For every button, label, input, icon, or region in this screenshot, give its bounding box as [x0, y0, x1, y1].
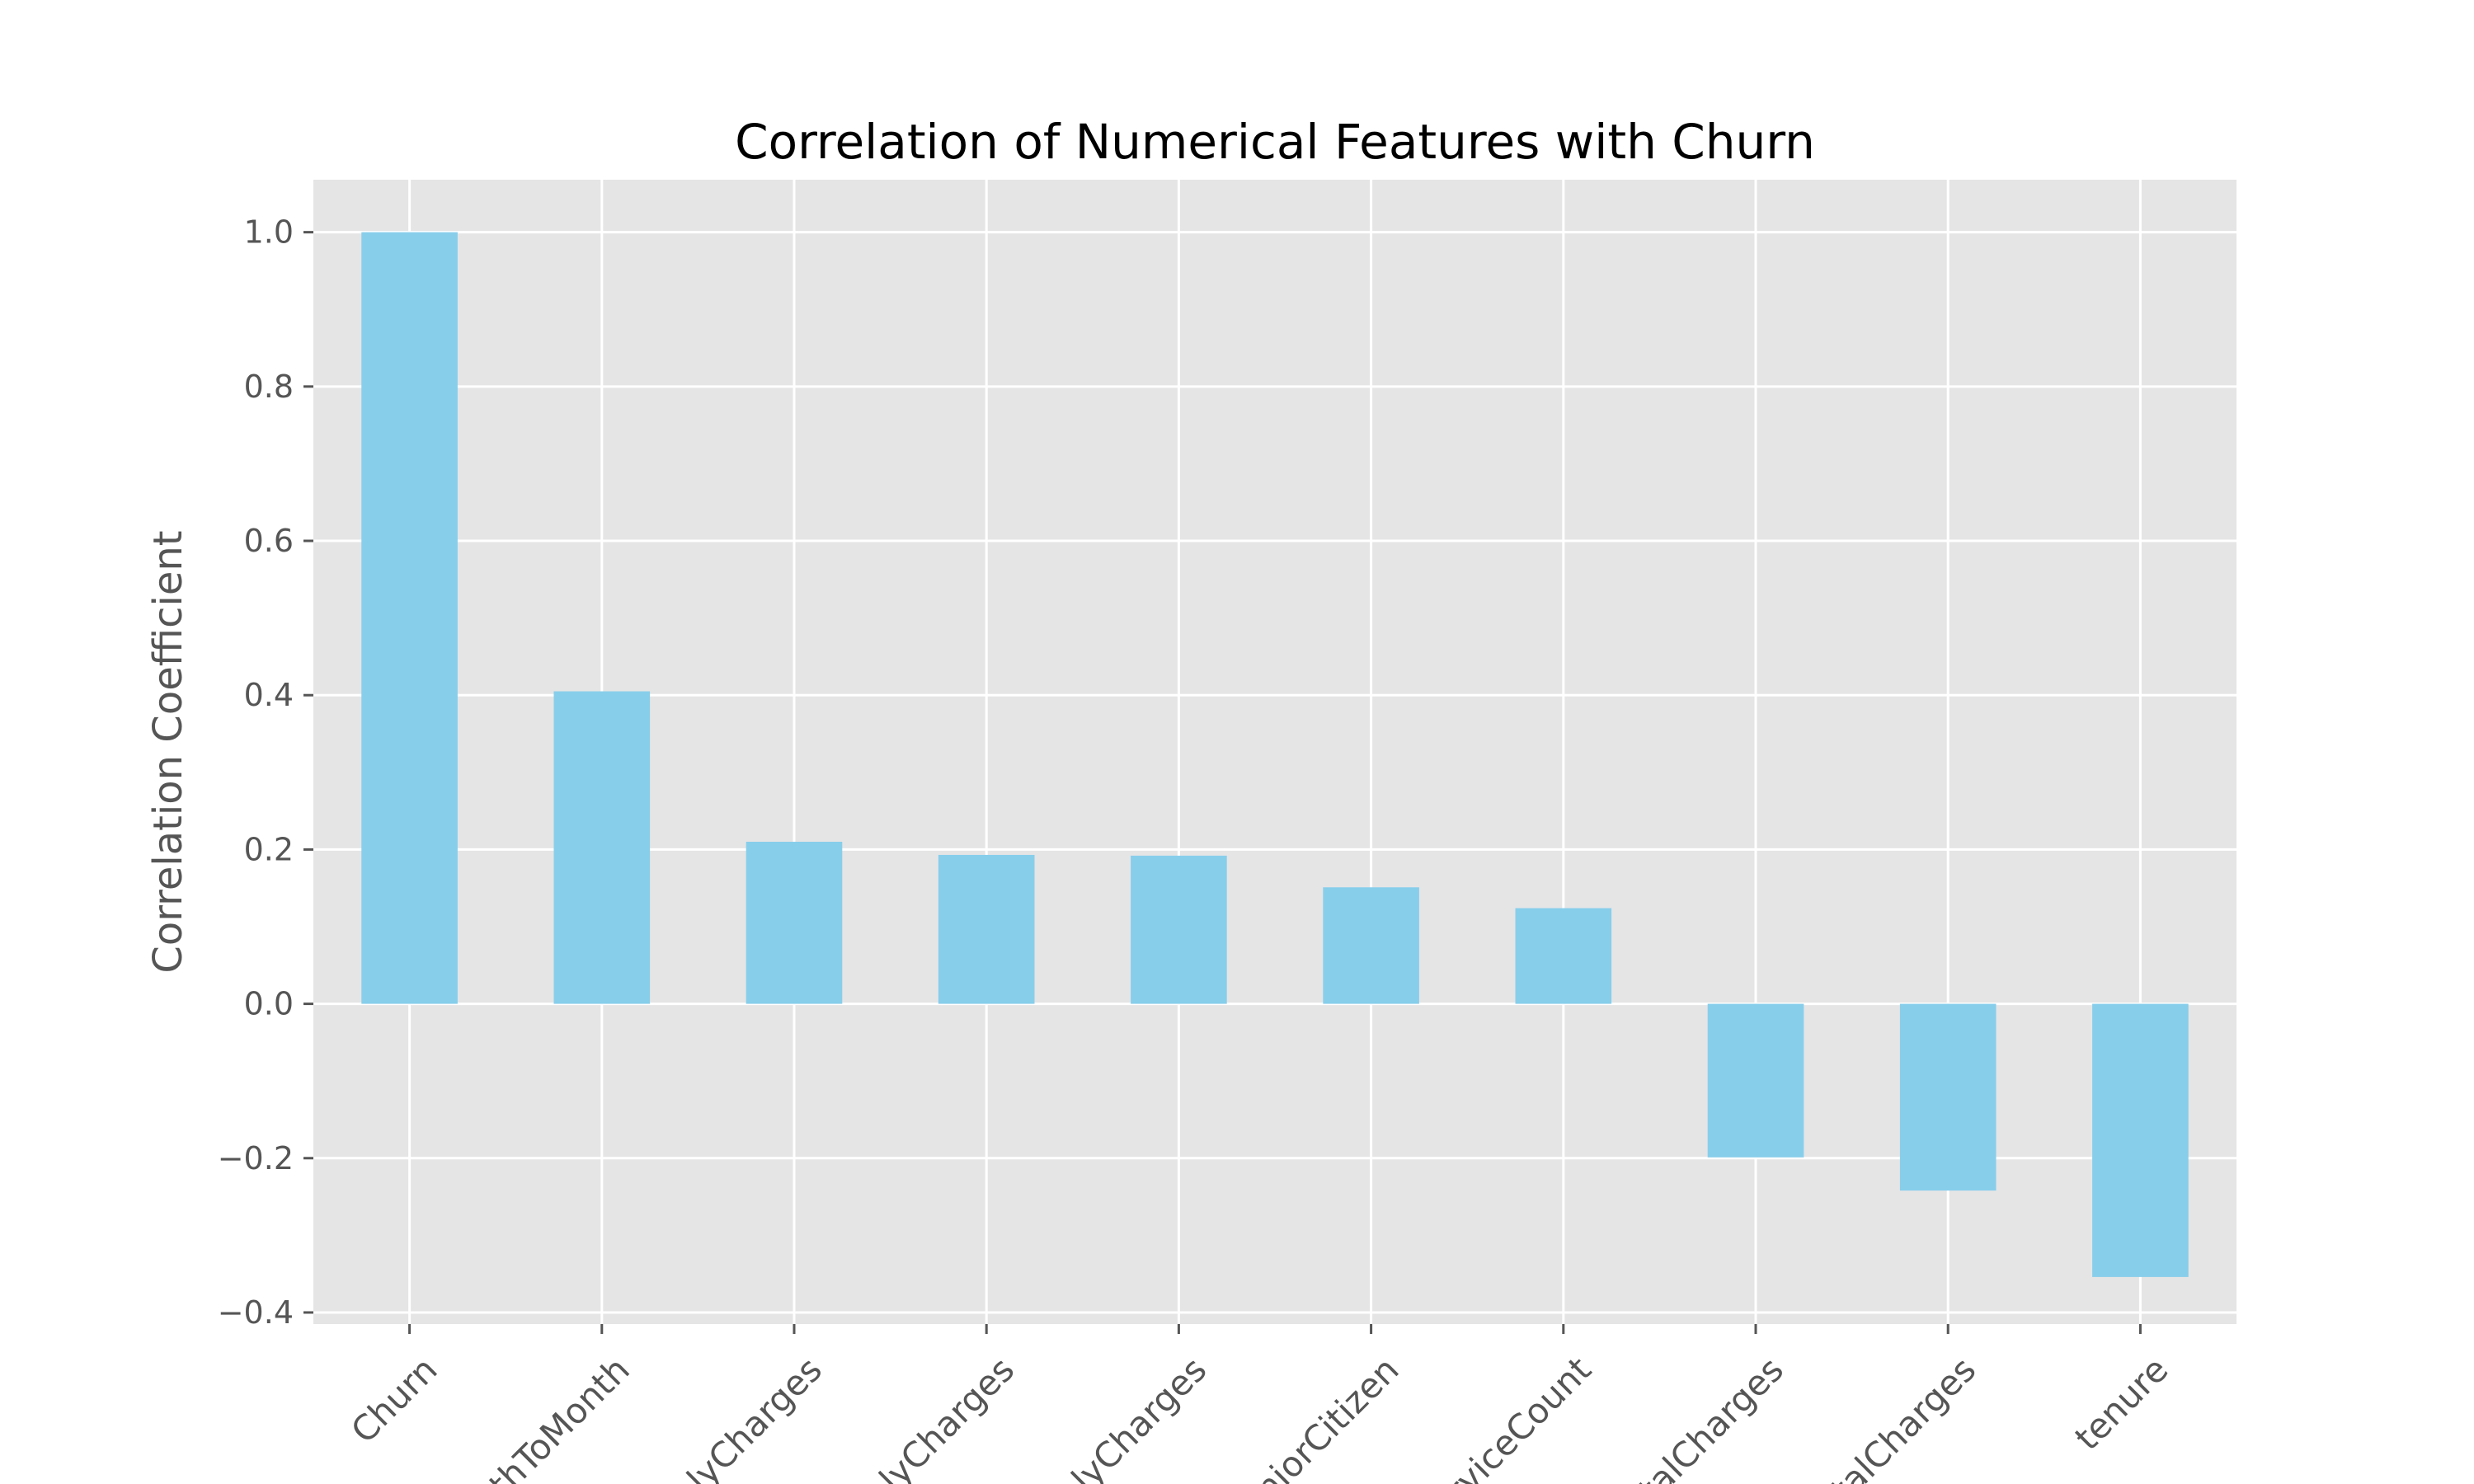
- x-tick-label: thToMonth: [481, 1349, 637, 1484]
- x-tick-label: tenure: [2067, 1349, 2175, 1458]
- bar: [1323, 887, 1419, 1004]
- bars: [361, 232, 2189, 1277]
- y-tick-label: −0.4: [218, 1294, 294, 1331]
- y-tick-label: 1.0: [244, 214, 294, 251]
- bar: [1515, 908, 1612, 1004]
- bar: [1899, 1003, 1997, 1191]
- x-axis: Churn thToMonth hlyCharges hlyCharges hlyCha…: [343, 1324, 2175, 1484]
- bar: [1131, 855, 1227, 1004]
- y-tick-label: 0.8: [244, 369, 294, 405]
- bar: [361, 232, 458, 1004]
- y-tick-label: 0.2: [244, 831, 294, 867]
- x-tick-label: Churn: [343, 1349, 445, 1451]
- x-tick-label: hlyCharges: [1048, 1349, 1214, 1484]
- y-tick-label: 0.4: [244, 677, 294, 713]
- bar: [1707, 1003, 1804, 1158]
- y-tick-label: −0.2: [218, 1140, 294, 1176]
- x-tick-label: hlyCharges: [664, 1349, 830, 1484]
- chart-title: Correlation of Numerical Features with C…: [735, 114, 1815, 170]
- bar: [2092, 1003, 2189, 1277]
- x-tick-label: talCharges: [1630, 1349, 1791, 1484]
- bar: [745, 842, 843, 1004]
- y-tick-label: 0.6: [244, 523, 294, 559]
- y-axis: −0.4 −0.2 0.0 0.2 0.4 0.6 0.8 1.0: [218, 214, 313, 1331]
- y-axis-label: Correlation Coefficient: [145, 530, 191, 973]
- bar: [553, 691, 651, 1004]
- x-tick-label: niorCitizen: [1247, 1349, 1407, 1484]
- x-tick-label: hlyCharges: [856, 1349, 1022, 1484]
- x-tick-label: talCharges: [1823, 1349, 1983, 1484]
- y-tick-label: 0.0: [244, 986, 294, 1022]
- x-tick-label: rviceCount: [1437, 1349, 1598, 1484]
- bar: [938, 854, 1035, 1004]
